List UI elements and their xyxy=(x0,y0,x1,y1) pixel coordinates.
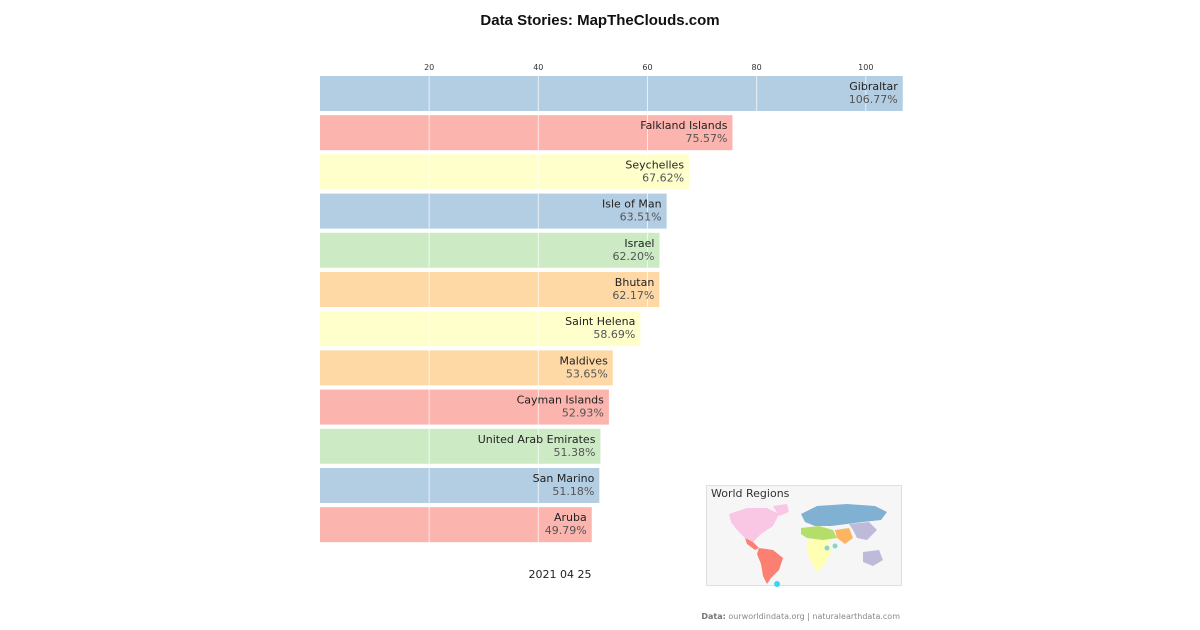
x-tick-label: 40 xyxy=(533,63,543,72)
bar-value-label: 62.17% xyxy=(612,289,654,302)
bar-category-label: Gibraltar xyxy=(849,80,898,93)
bar xyxy=(320,76,903,111)
x-tick-label: 80 xyxy=(752,63,762,72)
bar xyxy=(320,350,613,386)
bar xyxy=(320,389,609,425)
bar-value-label: 51.38% xyxy=(553,446,595,459)
bar-category-label: Falkland Islands xyxy=(640,119,727,132)
bar-value-label: 63.51% xyxy=(620,211,662,224)
bar-value-label: 52.93% xyxy=(562,407,604,420)
region-europe-asia-north xyxy=(801,504,887,526)
bar xyxy=(320,468,600,503)
region-sub-saharan-africa xyxy=(807,540,831,572)
bar xyxy=(320,507,592,543)
bar xyxy=(320,193,667,229)
bar-category-label: Seychelles xyxy=(625,158,684,171)
region-south-asia xyxy=(835,528,853,544)
region-oceania xyxy=(863,550,883,566)
bar-value-label: 51.18% xyxy=(552,485,594,498)
bar-value-label: 62.20% xyxy=(613,250,655,263)
bar-category-label: Israel xyxy=(624,237,654,250)
world-regions-map xyxy=(729,504,887,587)
region-east-asia-pacific xyxy=(849,522,877,540)
bar-category-label: Bhutan xyxy=(615,276,655,289)
bar-value-label: 49.79% xyxy=(545,524,587,537)
region-greenland xyxy=(773,504,789,516)
bar xyxy=(320,311,641,347)
bar xyxy=(320,272,660,307)
island-dot xyxy=(832,543,838,549)
source-label: Data: xyxy=(701,612,726,621)
bar-value-label: 53.65% xyxy=(566,367,608,380)
bar xyxy=(320,232,660,268)
bar-category-label: Isle of Man xyxy=(602,198,662,211)
x-tick-label: 100 xyxy=(858,63,873,72)
bar-category-label: Saint Helena xyxy=(565,315,635,328)
date-label: 2021 04 25 xyxy=(528,568,592,581)
bar xyxy=(320,154,690,190)
bar-value-label: 67.62% xyxy=(642,171,684,184)
bar-category-label: Cayman Islands xyxy=(517,394,605,407)
region-middle-east-north-africa xyxy=(801,526,837,540)
bar-value-label: 58.69% xyxy=(593,328,635,341)
chart-title: Data Stories: MapTheClouds.com xyxy=(480,12,720,29)
bar-category-label: Maldives xyxy=(559,354,608,367)
source-text: ourworldindata.org | naturalearthdata.co… xyxy=(728,612,900,621)
bar-value-label: 106.77% xyxy=(849,93,898,106)
bar xyxy=(320,428,601,464)
bar-category-label: Aruba xyxy=(554,511,587,524)
bar-value-label: 75.57% xyxy=(686,132,728,145)
legend-title: World Regions xyxy=(711,487,790,500)
x-tick-label: 20 xyxy=(424,63,434,72)
island-dot xyxy=(774,581,780,587)
x-tick-label: 60 xyxy=(642,63,652,72)
bar xyxy=(320,115,733,151)
bar-category-label: San Marino xyxy=(533,472,595,485)
source-footer: Data: ourworldindata.org | naturalearthd… xyxy=(701,612,900,621)
region-south-america xyxy=(757,548,783,584)
world-regions-legend: World Regions xyxy=(706,485,902,587)
region-central-america xyxy=(745,538,759,550)
region-north-america xyxy=(729,508,779,542)
island-dot xyxy=(824,545,830,551)
bar-category-label: United Arab Emirates xyxy=(478,433,596,446)
